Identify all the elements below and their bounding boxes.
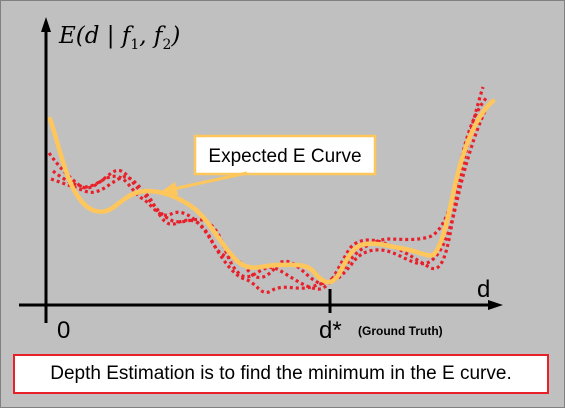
expected-e-curve-callout <box>193 134 377 176</box>
y-axis-arrow <box>41 17 51 32</box>
origin-label: 0 <box>57 317 70 344</box>
noisy-curve-3 <box>52 95 489 294</box>
callout-label: Expected E Curve <box>208 146 361 167</box>
dstar-label: d* <box>319 317 342 344</box>
caption-text: Depth Estimation is to find the minimum … <box>50 363 512 384</box>
caption-box: Depth Estimation is to find the minimum … <box>13 354 549 394</box>
expected-e-curve <box>47 98 496 285</box>
x-axis-arrow <box>488 300 503 310</box>
callout-arrow-line <box>172 171 248 191</box>
x-axis-label: d <box>477 276 490 303</box>
ground-truth-note: (Ground Truth) <box>358 324 443 338</box>
callout-arrowhead <box>159 182 178 195</box>
noisy-curve-1 <box>47 86 485 291</box>
y-axis-label: E(d | f1, f2) <box>58 23 180 53</box>
noisy-curve-2 <box>50 110 487 285</box>
